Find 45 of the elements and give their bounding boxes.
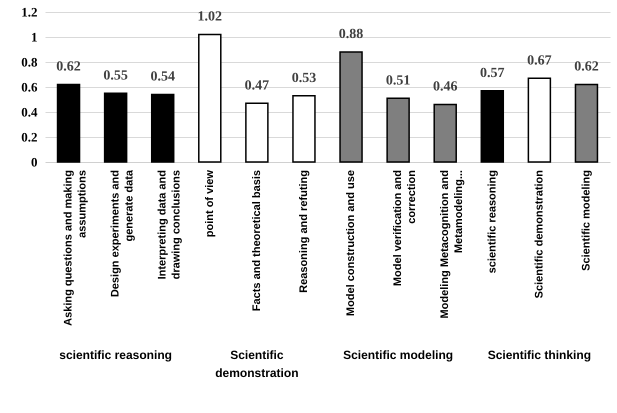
bar	[528, 78, 552, 163]
bar	[104, 92, 128, 163]
data-label: 0.51	[386, 73, 410, 88]
x-tick-label: Model verification and correction	[392, 170, 418, 286]
y-tick-label: 0.2	[21, 130, 38, 144]
x-tick-label: Scientific modeling	[580, 170, 592, 271]
x-tick-label: Reasoning and refuting	[298, 170, 310, 293]
data-label: 0.67	[527, 53, 552, 68]
data-label: 1.02	[198, 10, 222, 24]
bar	[150, 94, 174, 163]
x-tick-label: Model construction and use	[345, 170, 358, 316]
x-tick-label: point of view	[204, 170, 216, 238]
bar	[339, 51, 363, 163]
bar	[433, 104, 457, 163]
x-tick-label: Modeling Metacognition and Metamodeling...	[439, 170, 466, 318]
bar	[198, 34, 222, 163]
bar	[480, 90, 504, 163]
y-tick-label: 1	[31, 30, 38, 44]
x-tick-label: Asking questions and making assumptions	[62, 170, 89, 326]
bar	[386, 98, 410, 163]
data-label: 0.62	[574, 60, 599, 74]
data-label: 0.57	[480, 66, 505, 81]
y-tick-label: 1.2	[21, 4, 38, 20]
text: scientific reasoning	[59, 348, 172, 362]
text: Scientific demonstration	[215, 348, 299, 380]
text: Scientific modeling	[343, 348, 454, 362]
x-tick-label: Facts and theoretical basis	[250, 170, 263, 312]
y-tick-label: 0.4	[21, 104, 38, 120]
bar	[574, 84, 598, 163]
data-label: 0.55	[103, 68, 128, 84]
y-tick-label: 0.6	[21, 80, 38, 94]
data-label: 0.88	[338, 27, 364, 42]
text: Scientific thinking	[488, 348, 592, 362]
data-label: 0.47	[244, 78, 270, 94]
data-label: 0.54	[150, 70, 175, 84]
data-label: 0.62	[56, 60, 81, 74]
bar	[56, 84, 80, 163]
bar	[292, 95, 316, 163]
y-tick-label: 0.8	[21, 54, 38, 70]
x-tick-label: scientific reasoning	[486, 170, 498, 274]
y-tick-label: 0	[31, 154, 38, 170]
data-label: 0.53	[292, 70, 316, 86]
x-tick-label: Scientific demonstration	[533, 170, 546, 298]
bar	[245, 102, 269, 163]
data-label: 0.46	[432, 80, 458, 94]
